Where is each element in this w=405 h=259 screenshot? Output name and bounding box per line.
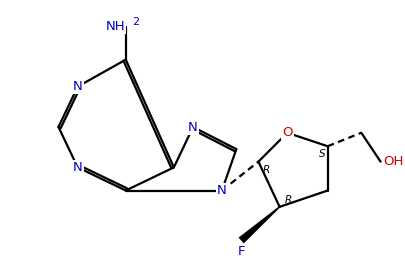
Text: R: R [284,195,292,205]
Text: OH: OH [384,155,404,168]
Text: O: O [282,126,292,139]
Text: NH: NH [106,20,126,33]
Polygon shape [239,206,280,243]
Text: 2: 2 [132,17,139,27]
Text: S: S [319,149,326,159]
Text: N: N [217,184,227,197]
Text: N: N [188,120,198,133]
Text: N: N [73,161,83,174]
Text: N: N [73,80,83,93]
Text: R: R [263,165,271,175]
Text: F: F [237,245,245,258]
